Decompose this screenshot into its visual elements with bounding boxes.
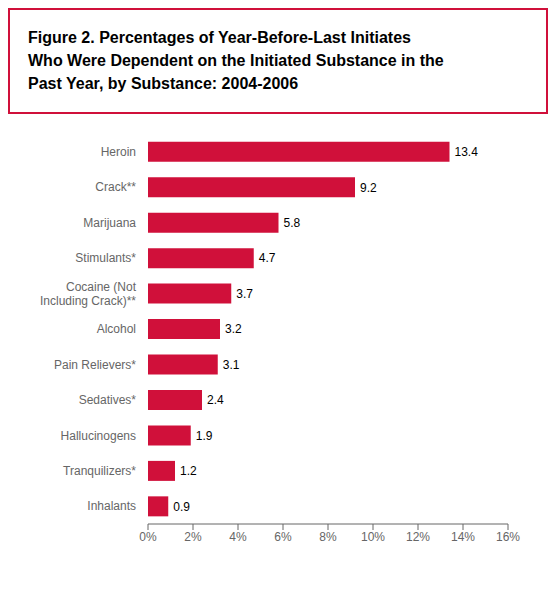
svg-text:9.2: 9.2	[360, 180, 377, 194]
svg-text:Alcohol: Alcohol	[97, 322, 136, 336]
svg-text:Cocaine (NotIncluding Crack)**: Cocaine (NotIncluding Crack)**	[40, 279, 137, 307]
svg-text:Stimulants*: Stimulants*	[75, 251, 136, 265]
html-text:Who Were Dependent on the Init: Who Were Dependent on the Initiated Subs…	[28, 52, 444, 70]
svg-text:0.9: 0.9	[173, 499, 190, 513]
svg-text:1.2: 1.2	[180, 464, 197, 478]
svg-text:10%: 10%	[361, 529, 385, 543]
svg-text:Marijuana: Marijuana	[83, 215, 136, 229]
svg-text:6%: 6%	[274, 529, 292, 543]
svg-text:Inhalants: Inhalants	[87, 499, 136, 513]
html-text:Past Year, by Substance: 2004-: Past Year, by Substance: 2004-2006	[28, 75, 299, 93]
svg-text:1.9: 1.9	[196, 428, 213, 442]
svg-text:2%: 2%	[184, 529, 202, 543]
svg-text:5.8: 5.8	[284, 216, 301, 230]
svg-text:13.4: 13.4	[455, 145, 479, 159]
html-text:Figure 2. Percentages of Year-: Figure 2. Percentages of Year-Before-Las…	[28, 29, 411, 46]
svg-text:3.7: 3.7	[236, 286, 253, 300]
svg-text:Pain Relievers*: Pain Relievers*	[54, 357, 136, 371]
svg-text:14%: 14%	[451, 529, 475, 543]
svg-text:Tranquilizers*: Tranquilizers*	[63, 464, 136, 478]
svg-text:0%: 0%	[139, 529, 157, 543]
svg-text:4%: 4%	[229, 529, 247, 543]
svg-text:Sedatives*: Sedatives*	[79, 393, 137, 407]
svg-text:2.4: 2.4	[207, 393, 224, 407]
svg-text:16%: 16%	[496, 529, 520, 543]
svg-text:4.7: 4.7	[259, 251, 276, 265]
svg-text:8%: 8%	[319, 529, 337, 543]
svg-text:Hallucinogens: Hallucinogens	[61, 428, 136, 442]
svg-text:3.1: 3.1	[223, 357, 240, 371]
svg-text:3.2: 3.2	[225, 322, 242, 336]
svg-text:Crack**: Crack**	[95, 180, 136, 194]
svg-text:12%: 12%	[406, 529, 430, 543]
svg-text:Heroin: Heroin	[101, 144, 136, 158]
